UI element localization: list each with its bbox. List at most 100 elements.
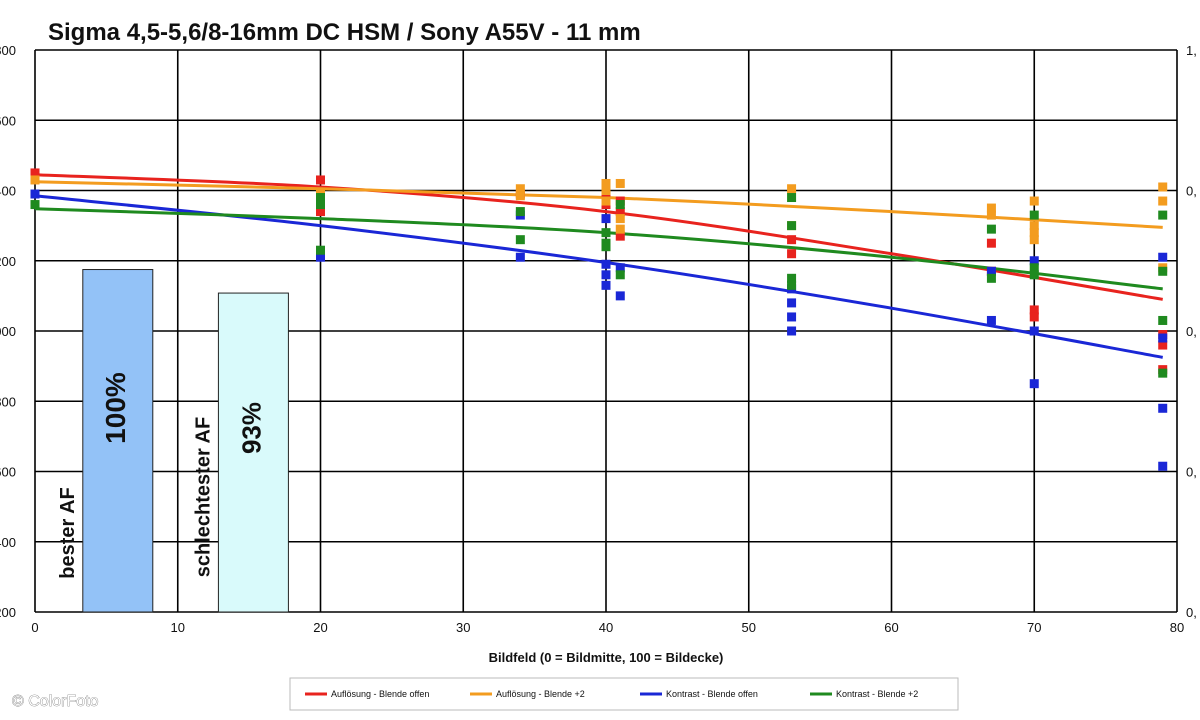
x-tick-label: 20 — [313, 620, 327, 635]
data-point — [615, 291, 625, 301]
y-tick-label: 400 — [0, 535, 16, 550]
data-point — [787, 312, 797, 322]
copyright-text: © ColorFoto — [12, 693, 99, 710]
data-point — [601, 280, 611, 290]
data-point — [1158, 368, 1168, 378]
y-tick-label: 1600 — [0, 113, 16, 128]
data-point — [30, 175, 40, 185]
y-tick-label: 1800 — [0, 43, 16, 58]
y-tick-label: 1200 — [0, 254, 16, 269]
data-point — [1029, 228, 1039, 238]
af-bar-value-label: 93% — [236, 402, 266, 454]
data-point — [601, 214, 611, 224]
trend-lines — [34, 173, 1163, 359]
data-point — [601, 196, 611, 206]
data-point — [316, 193, 325, 203]
x-tick-label: 80 — [1170, 620, 1184, 635]
trend-line — [34, 173, 1163, 301]
right-axis-tick-label: 1, — [1186, 43, 1197, 58]
data-point — [787, 221, 797, 231]
data-point — [1029, 210, 1039, 220]
data-point — [1029, 235, 1039, 245]
af-bar-label: bester AF — [57, 487, 79, 579]
data-point — [316, 252, 325, 262]
data-point — [515, 207, 525, 217]
x-tick-label: 60 — [884, 620, 898, 635]
data-point — [316, 207, 325, 217]
data-point — [615, 270, 625, 280]
data-point — [787, 193, 797, 203]
axes: 0 10 20 30 40 50 60 70 80 200 400 600 800 1000 1200 140… — [0, 43, 1197, 635]
legend: Auflösung - Blende offen Auflösung - Blen… — [305, 689, 918, 699]
data-point — [1158, 403, 1168, 413]
data-point — [1158, 333, 1168, 343]
right-axis-tick-label: 0, — [1186, 184, 1197, 199]
data-point — [1029, 196, 1039, 206]
af-bars: 100% bester AF 93% schlechtester AF — [57, 269, 289, 613]
data-point — [615, 207, 625, 217]
data-point — [515, 235, 525, 245]
data-point — [1158, 182, 1168, 192]
data-point — [986, 203, 996, 213]
data-point — [615, 263, 625, 273]
data-point — [787, 235, 797, 245]
data-point — [1158, 266, 1168, 276]
data-point — [1158, 210, 1168, 220]
data-point — [1158, 461, 1168, 471]
data-point — [986, 273, 996, 283]
af-bar — [82, 269, 154, 613]
data-point — [30, 168, 40, 178]
y-tick-label: 600 — [0, 465, 16, 480]
data-point — [1029, 305, 1039, 315]
x-tick-label: 30 — [456, 620, 470, 635]
data-point — [1029, 312, 1039, 322]
data-point — [601, 259, 611, 269]
right-axis-tick-label: 0, — [1186, 324, 1197, 339]
x-tick-label: 10 — [171, 620, 185, 635]
data-point — [1029, 263, 1039, 273]
legend-box — [289, 677, 959, 711]
data-point — [515, 252, 525, 262]
data-point — [1029, 256, 1039, 266]
data-point — [787, 273, 797, 283]
data-point — [615, 178, 625, 188]
data-point — [787, 280, 797, 290]
y-tick-label: 200 — [0, 605, 16, 620]
legend-entry-label: Auflösung - Blende offen — [331, 689, 429, 699]
y-tick-label: 1000 — [0, 324, 16, 339]
data-point — [601, 270, 611, 280]
data-point — [1158, 340, 1168, 350]
data-point — [316, 175, 325, 185]
data-point — [986, 238, 996, 248]
data-point — [601, 242, 611, 252]
data-point — [316, 245, 325, 255]
data-point — [986, 315, 996, 325]
data-point — [986, 210, 996, 220]
data-point — [1158, 196, 1168, 206]
af-bar — [217, 292, 289, 613]
data-point — [787, 184, 797, 194]
data-point — [316, 200, 325, 210]
x-tick-label: 40 — [599, 620, 613, 635]
right-axis-tick-label: 0, — [1186, 465, 1197, 480]
data-point — [615, 214, 625, 224]
y-tick-label: 800 — [0, 394, 16, 409]
chart-title: Sigma 4,5-5,6/8-16mm DC HSM / Sony A55V … — [48, 19, 641, 46]
x-tick-label: 0 — [31, 620, 38, 635]
right-axis-tick-label: 0, — [1186, 605, 1197, 620]
data-point — [986, 266, 996, 276]
legend-entry-label: Auflösung - Blende +2 — [496, 689, 585, 699]
data-point — [601, 186, 611, 195]
data-point — [787, 326, 797, 336]
data-point — [601, 178, 611, 188]
data-point — [1029, 221, 1039, 231]
data-point — [1158, 315, 1168, 325]
data-point — [515, 191, 525, 201]
data-point — [1029, 270, 1039, 280]
data-point — [1158, 252, 1168, 262]
data-point — [30, 189, 40, 199]
data-point — [986, 224, 996, 234]
data-point — [787, 249, 797, 259]
data-point — [787, 298, 797, 308]
